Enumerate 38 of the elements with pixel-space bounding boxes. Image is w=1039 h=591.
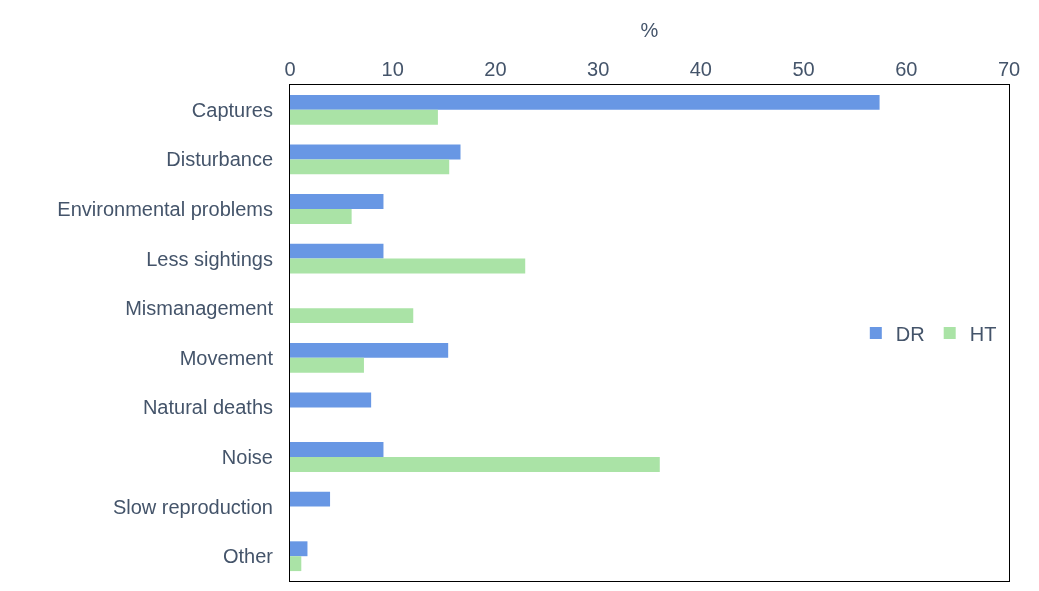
bar (290, 357, 364, 373)
bar (290, 144, 461, 160)
bar (290, 94, 880, 110)
bar (290, 392, 372, 408)
bar (290, 442, 384, 457)
bar (290, 159, 450, 175)
bar (290, 109, 438, 125)
x-tick-label: 30 (587, 58, 610, 80)
bar (290, 243, 384, 259)
y-tick-label: Captures (191, 98, 273, 121)
bar (290, 308, 414, 324)
x-tick-label: 40 (689, 58, 712, 80)
x-axis-title: % (640, 18, 659, 41)
x-tick-label: 20 (484, 58, 507, 80)
bar (290, 342, 449, 358)
x-tick-label: 10 (381, 58, 404, 80)
x-tick-label: 70 (997, 58, 1021, 80)
bar (290, 556, 302, 572)
legend-label: DR (895, 322, 925, 345)
y-tick-label: Mismanagement (125, 297, 274, 320)
y-tick-label: Other (222, 545, 274, 568)
x-tick-label: 50 (792, 58, 815, 80)
y-tick-label: Less sightings (146, 247, 273, 270)
y-tick-label: Disturbance (166, 148, 273, 171)
bar (290, 258, 526, 274)
x-tick-label: 60 (895, 58, 918, 80)
y-tick-label: Noise (221, 446, 273, 468)
bar (290, 209, 352, 224)
y-tick-label: Environmental problems (57, 198, 273, 220)
bar (290, 457, 660, 472)
y-tick-label: Slow reproduction (112, 495, 273, 518)
bar (290, 541, 308, 557)
y-tick-label: Movement (179, 346, 274, 369)
legend-label: HT (969, 322, 997, 345)
y-tick-label: Natural deaths (142, 396, 273, 419)
bar (290, 194, 384, 209)
bar (290, 491, 331, 507)
x-tick-label: 0 (284, 58, 296, 80)
